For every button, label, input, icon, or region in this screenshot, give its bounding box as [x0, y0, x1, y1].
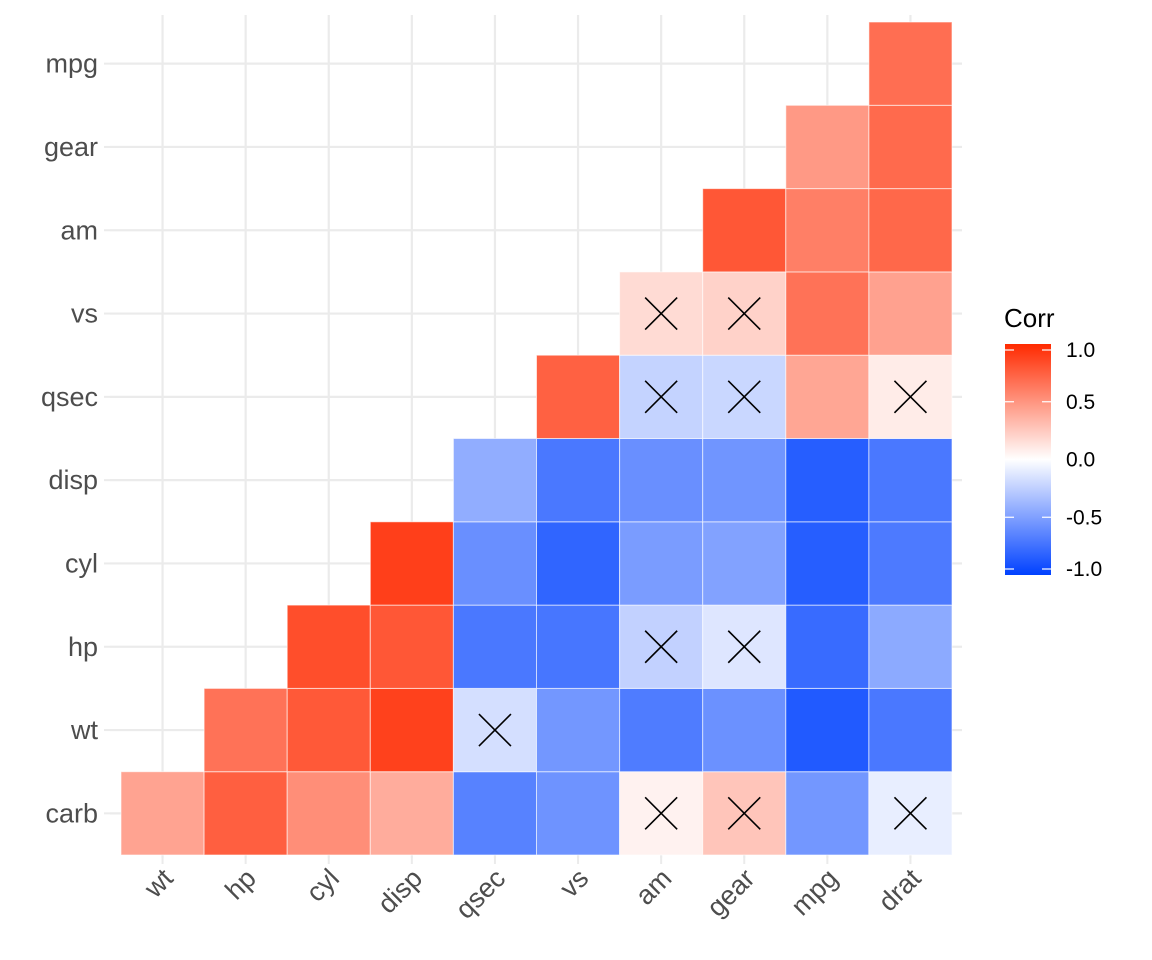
heatmap-cell-disp-am — [619, 438, 704, 523]
x-tick-label-am: am — [630, 863, 678, 911]
heatmap-cell-am-gear — [702, 188, 787, 273]
y-tick-label-carb: carb — [45, 798, 98, 828]
heatmap-cell-qsec-mpg — [785, 354, 870, 440]
x-axis: wt hp cyl disp qsec vs am gear mpg drat — [138, 858, 927, 925]
heatmap-cell-am-mpg — [785, 188, 870, 273]
heatmap-cell-cyl-disp — [369, 521, 454, 606]
heatmap-cell-wt-am — [619, 687, 704, 773]
y-tick-label-cyl: cyl — [65, 548, 98, 578]
legend: Corr 1.0 0.5 0.0 -0.5 -1.0 — [1004, 303, 1102, 581]
legend-tick-label: 0.5 — [1066, 391, 1095, 414]
insignificant-x-marker — [893, 380, 928, 414]
x-tick-label-vs: vs — [554, 863, 594, 903]
insignificant-x-marker — [727, 630, 761, 664]
insignificant-x-marker — [893, 796, 928, 830]
heatmap-cell-gear-mpg — [785, 104, 870, 190]
y-tick-label-mpg: mpg — [45, 49, 98, 79]
heatmap-cell-cyl-vs — [536, 521, 621, 606]
heatmap-cell-hp-disp — [369, 604, 454, 689]
heatmap-cell-disp-mpg — [785, 438, 870, 523]
heatmap-cell-cyl-am — [619, 521, 704, 606]
heatmap-cell-gear-drat — [868, 104, 953, 190]
heatmap-cell-disp-vs — [536, 438, 621, 523]
heatmap-cell-wt-mpg — [785, 687, 870, 773]
heatmap-cell-cyl-gear — [702, 521, 787, 606]
heatmap-cell-disp-drat — [868, 438, 953, 523]
heatmap-cell-carb-vs — [536, 771, 621, 856]
x-tick-label-disp: disp — [372, 863, 428, 919]
heatmap-cell-carb-cyl — [286, 771, 371, 856]
legend-tick-label: -0.5 — [1066, 506, 1102, 529]
insignificant-x-marker — [644, 296, 678, 331]
insignificant-x-marker — [644, 630, 678, 664]
x-tick-label-qsec: qsec — [450, 863, 512, 925]
x-tick-label-gear: gear — [701, 863, 760, 922]
y-tick-label-vs: vs — [71, 299, 98, 329]
heatmap-cell-wt-hp — [203, 687, 288, 773]
y-tick-label-wt: wt — [70, 715, 98, 745]
heatmap-cell-disp-qsec — [452, 438, 537, 523]
y-tick-label-disp: disp — [48, 465, 98, 495]
x-tick-label-mpg: mpg — [785, 863, 843, 921]
heatmap-cell-wt-vs — [536, 687, 621, 773]
legend-ticks: 1.0 0.5 0.0 -0.5 -1.0 — [1005, 339, 1102, 581]
insignificant-markers — [478, 296, 928, 830]
heatmap-cell-cyl-mpg — [785, 521, 870, 606]
y-tick-label-gear: gear — [44, 132, 98, 162]
heatmap-cell-wt-drat — [868, 687, 953, 773]
y-tick-label-am: am — [60, 215, 98, 245]
heatmap-cell-am-drat — [868, 188, 953, 273]
heatmap-cell-hp-qsec — [452, 604, 537, 689]
insignificant-x-marker — [727, 796, 761, 830]
heatmap-cell-vs-mpg — [785, 271, 870, 356]
legend-title: Corr — [1004, 303, 1055, 333]
legend-tick-label: 0.0 — [1066, 449, 1095, 472]
y-axis: carb wt hp cyl disp qsec vs am gear mpg — [41, 49, 110, 828]
insignificant-x-marker — [644, 796, 678, 830]
heatmap-cell-wt-gear — [702, 687, 787, 773]
heatmap-cell-carb-disp — [369, 771, 454, 856]
legend-tick-label: 1.0 — [1066, 339, 1095, 362]
heatmap-cell-cyl-qsec — [452, 521, 537, 606]
y-tick-label-hp: hp — [68, 632, 98, 662]
insignificant-x-marker — [644, 380, 678, 414]
heatmap-cell-mpg-drat — [868, 21, 953, 106]
y-tick-label-qsec: qsec — [41, 382, 98, 412]
x-tick-label-cyl: cyl — [300, 863, 345, 908]
x-tick-label-hp: hp — [219, 863, 261, 905]
heatmap-cell-hp-cyl — [286, 604, 371, 689]
insignificant-x-marker — [727, 296, 761, 331]
insignificant-x-marker — [478, 713, 512, 747]
heatmap-cell-carb-wt — [120, 771, 205, 856]
heatmap-cell-disp-gear — [702, 438, 787, 523]
heatmap-cell-carb-mpg — [785, 771, 870, 856]
heatmap-cell-vs-drat — [868, 271, 953, 356]
legend-tick-label: -1.0 — [1066, 558, 1102, 581]
heatmap-cell-qsec-vs — [536, 354, 621, 440]
heatmap-cell-cyl-drat — [868, 521, 953, 606]
heatmap-cells — [120, 21, 953, 856]
x-tick-label-drat: drat — [873, 863, 927, 917]
heatmap-cell-hp-mpg — [785, 604, 870, 689]
insignificant-x-marker — [727, 380, 761, 414]
heatmap-cell-carb-qsec — [452, 771, 537, 856]
heatmap-cell-carb-hp — [203, 771, 288, 856]
heatmap-cell-hp-drat — [868, 604, 953, 689]
heatmap-cell-wt-cyl — [286, 687, 371, 773]
heatmap-cell-wt-disp — [369, 687, 454, 773]
heatmap-cell-hp-vs — [536, 604, 621, 689]
x-tick-label-wt: wt — [138, 863, 179, 904]
